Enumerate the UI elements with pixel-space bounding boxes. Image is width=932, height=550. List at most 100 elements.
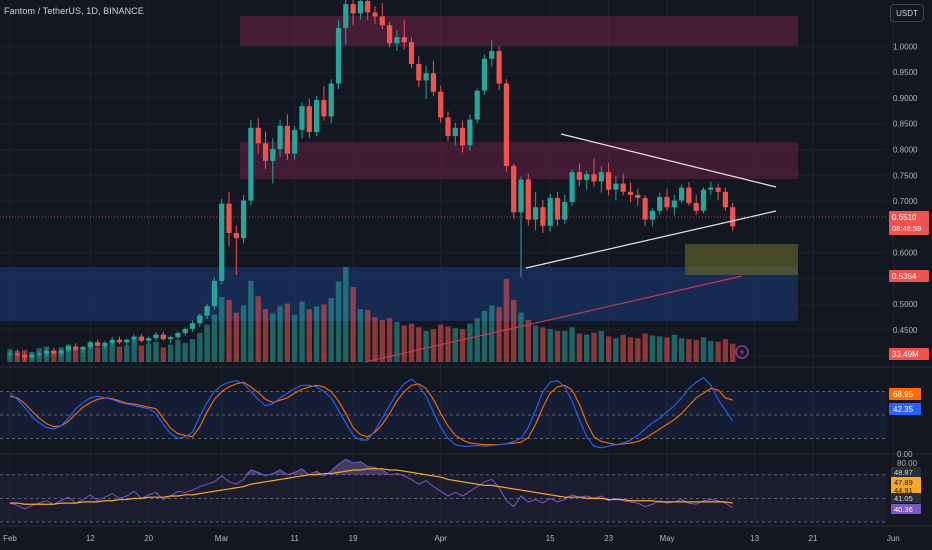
long-support-trendline[interactable]: [364, 275, 743, 363]
candle-body: [292, 129, 298, 154]
volume-bar: [584, 334, 590, 362]
time-tick-label: 19: [349, 534, 358, 543]
volume-bar: [401, 325, 407, 362]
time-axis[interactable]: Feb 12 20 Mar 11 19 Apr 15 23 May 13 21 Jun: [3, 534, 900, 543]
candle-body: [569, 172, 575, 203]
candle-body: [204, 306, 210, 316]
candle-body: [197, 315, 203, 324]
currency-selector[interactable]: USDT: [890, 4, 924, 22]
volume-bar: [160, 347, 166, 362]
candle-body: [80, 346, 86, 350]
candle-body: [467, 119, 473, 146]
rsi-value-badge-bg: [891, 504, 921, 514]
stoch-k-value: 42.35: [893, 405, 914, 414]
key-level-badge-bg: [889, 270, 929, 282]
volume-bar: [438, 324, 444, 362]
candle-body: [116, 339, 123, 343]
candle-body: [591, 174, 597, 182]
candle-body: [387, 25, 393, 44]
rsi-value-label: 48.87: [894, 468, 913, 477]
trend-drawings: [0, 133, 886, 363]
candle-body: [219, 203, 225, 281]
candle-body: [408, 42, 415, 64]
candle-body: [700, 189, 707, 211]
volume-bar: [270, 313, 276, 362]
rsi-value-label: 47.89: [894, 478, 913, 487]
volume-bar: [386, 318, 393, 362]
price-axis[interactable]: 1.0000 0.9500 0.9000 0.8500 0.8000 0.7500 0.70…: [893, 42, 918, 360]
rsi-value-label: 40.36: [894, 505, 913, 514]
volume-bar: [321, 304, 327, 362]
candle-body: [233, 233, 239, 239]
volume-bar: [65, 344, 72, 362]
candle-body: [438, 91, 444, 118]
candle-body: [306, 106, 312, 132]
volume-bar: [635, 338, 641, 362]
volume-bar: [613, 338, 619, 362]
triangle-upper-trendline[interactable]: [560, 133, 777, 188]
volume-bar: [131, 340, 137, 362]
target-zone-yellow: [685, 244, 798, 275]
candle-body: [576, 172, 582, 180]
candle-body: [7, 353, 13, 355]
time-tick-label: 23: [604, 534, 613, 543]
candle-body: [36, 353, 42, 355]
candle-body: [226, 203, 232, 234]
candle-body: [708, 187, 714, 190]
rsi-value-badge-bg: [891, 467, 921, 477]
candle-body: [255, 127, 261, 144]
rsi-value-badge-bg: [891, 493, 921, 503]
volume-bar: [430, 329, 437, 362]
volume-bar: [620, 334, 626, 362]
candle-body: [606, 172, 612, 190]
time-tick-label: 15: [546, 534, 555, 543]
candle-body: [481, 58, 488, 91]
stoch-tick-label: 0.00: [897, 450, 913, 459]
volume-bar: [94, 347, 101, 362]
candle-body: [503, 83, 509, 166]
candle-body: [102, 342, 108, 346]
candle-body: [642, 197, 648, 220]
candle-body: [168, 337, 174, 340]
candle-body: [686, 187, 692, 204]
volume-bar: [700, 337, 707, 362]
volume-bar: [657, 336, 663, 362]
volume-bar: [189, 339, 196, 362]
price-tick-label: 0.8500: [893, 120, 918, 129]
candle-body: [540, 207, 546, 226]
volume-bar: [226, 299, 232, 362]
volume-histogram: [7, 267, 736, 362]
candle-body: [277, 125, 283, 149]
volume-bar: [664, 337, 670, 362]
volume-bar: [576, 333, 583, 362]
candle-body: [160, 334, 166, 340]
resistance-zone-mid: [240, 142, 798, 179]
volume-bar: [167, 344, 174, 362]
triangle-lower-trendline[interactable]: [525, 210, 777, 269]
volume-bar: [708, 340, 714, 362]
symbol-title[interactable]: Fantom / TetherUS, 1D, BINANCE: [4, 6, 144, 16]
stoch-d-value: 68.95: [893, 390, 914, 399]
volume-bar: [306, 309, 312, 362]
candle-body: [22, 355, 28, 358]
candle-body: [496, 51, 502, 84]
candle-body: [533, 207, 539, 220]
stoch-k-badge-bg: [889, 403, 921, 415]
bolt-icon[interactable]: [735, 345, 749, 359]
candle-body: [175, 333, 181, 338]
volume-bar: [649, 335, 656, 362]
candle-body: [635, 194, 641, 198]
volume-bar: [474, 318, 480, 362]
volume-bar: [554, 330, 561, 362]
candle-body: [182, 328, 188, 334]
volume-bar: [715, 341, 721, 362]
rsi-value-label: 41.05: [894, 494, 913, 503]
price-tick-label: 0.4500: [893, 326, 918, 335]
volume-bar: [51, 350, 57, 362]
candle-body: [51, 351, 57, 354]
stoch-line-k: [9, 376, 734, 449]
candle-body: [474, 90, 480, 120]
candle-body: [58, 350, 64, 354]
